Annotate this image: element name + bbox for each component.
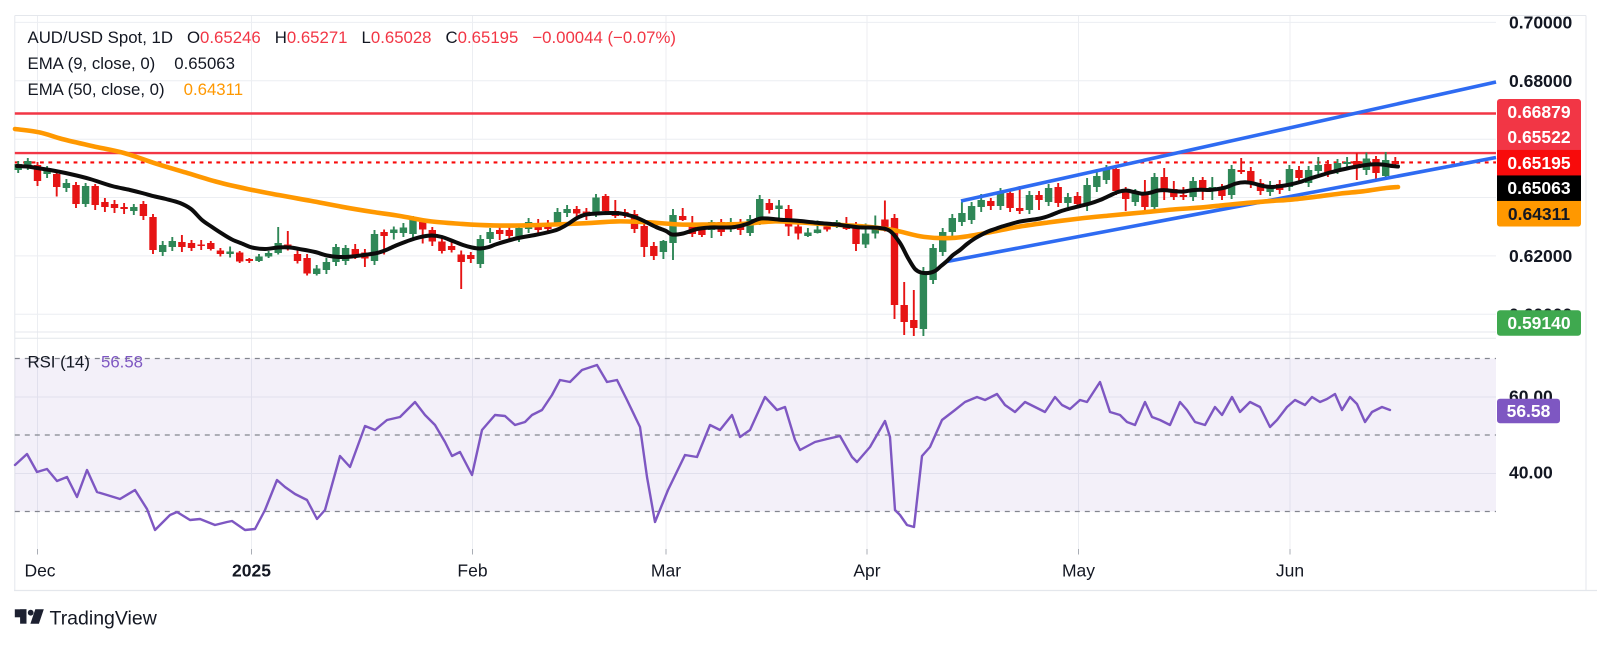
svg-text:0.65195: 0.65195 xyxy=(1507,153,1571,173)
svg-text:TradingView: TradingView xyxy=(50,608,158,630)
svg-text:0.66879: 0.66879 xyxy=(1507,102,1571,122)
svg-text:0.59140: 0.59140 xyxy=(1507,313,1571,333)
svg-text:Jun: Jun xyxy=(1276,561,1304,581)
svg-text:0.62000: 0.62000 xyxy=(1509,246,1573,266)
svg-text:EMA (50, close, 0)0.64311: EMA (50, close, 0) 0.64311 xyxy=(28,80,244,99)
svg-text:0.65522: 0.65522 xyxy=(1507,127,1571,147)
svg-text:0.65063: 0.65063 xyxy=(1507,178,1571,198)
svg-text:Apr: Apr xyxy=(853,561,880,581)
svg-text:Mar: Mar xyxy=(651,561,681,581)
svg-text:2025: 2025 xyxy=(232,561,271,581)
svg-text:56.58: 56.58 xyxy=(1507,401,1551,421)
svg-text:RSI (14)56.58: RSI (14) 56.58 xyxy=(28,353,143,372)
svg-text:Feb: Feb xyxy=(457,561,487,581)
svg-text:0.64311: 0.64311 xyxy=(1508,204,1571,224)
svg-text:0.68000: 0.68000 xyxy=(1509,71,1573,91)
svg-text:0.70000: 0.70000 xyxy=(1509,12,1573,32)
svg-text:40.00: 40.00 xyxy=(1509,463,1553,483)
svg-text:Dec: Dec xyxy=(24,561,55,581)
svg-text:EMA (9, close, 0)0.65063: EMA (9, close, 0) 0.65063 xyxy=(28,54,235,73)
svg-text:May: May xyxy=(1062,561,1095,581)
